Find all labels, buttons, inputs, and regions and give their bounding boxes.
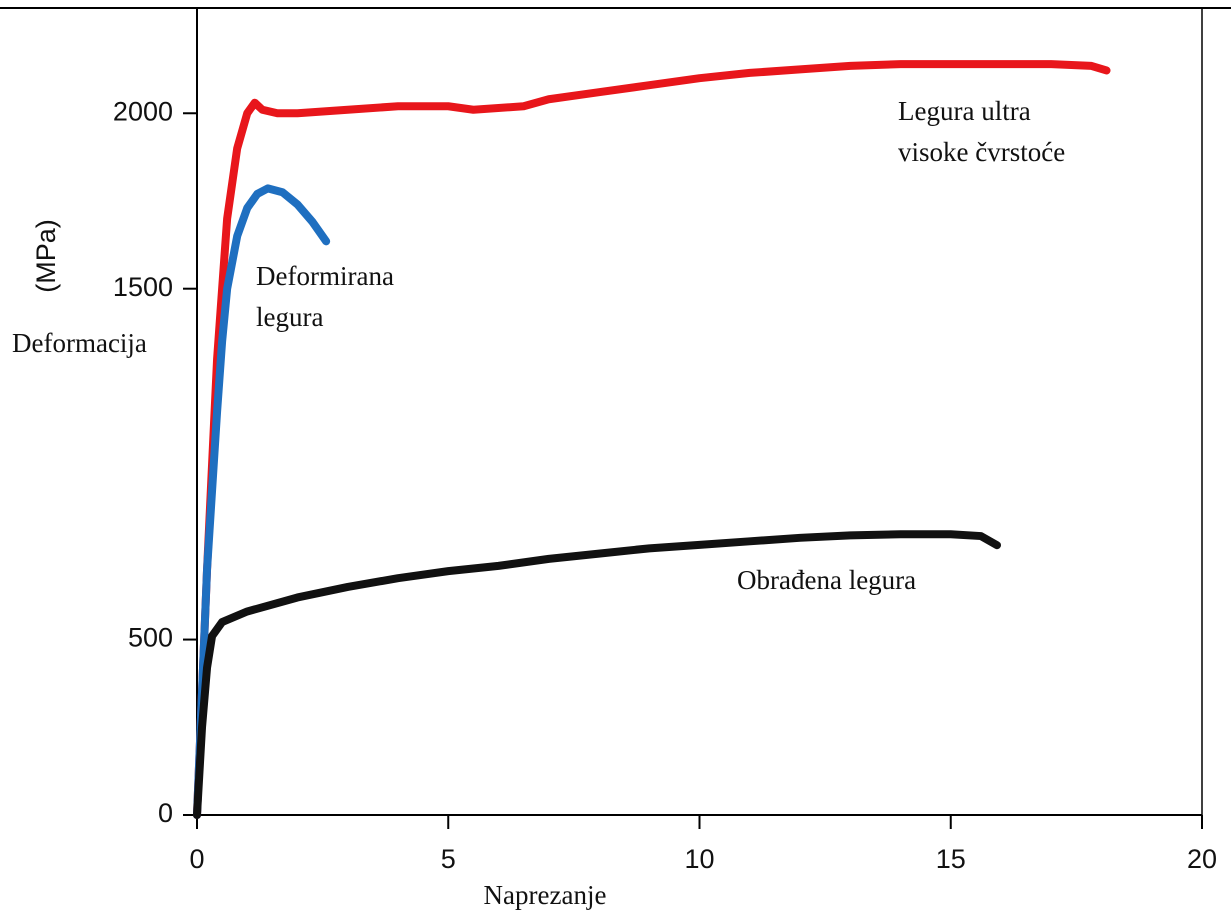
x-tick-label: 20 — [1187, 844, 1217, 874]
y-axis-label: Deformacija — [12, 328, 147, 358]
x-tick-label: 10 — [684, 844, 714, 874]
y-tick-label: 500 — [128, 623, 173, 653]
y-tick-label: 2000 — [113, 96, 173, 126]
y-tick-label: 0 — [158, 798, 173, 828]
data-line — [193, 184, 331, 819]
x-tick-label: 0 — [189, 844, 204, 874]
y-tick-label: 1500 — [113, 272, 173, 302]
annotation: visoke čvrstoće — [898, 137, 1065, 167]
annotation: Obrađena legura — [737, 565, 916, 595]
x-tick-label: 5 — [441, 844, 456, 874]
data-line — [193, 60, 1111, 819]
y-axis-label: (MPa) — [31, 219, 61, 293]
annotation: Legura ultra — [898, 96, 1031, 126]
annotation: legura — [256, 302, 323, 332]
x-tick-label: 15 — [936, 844, 966, 874]
x-axis-label: Naprezanje — [484, 880, 607, 910]
annotation: Deformirana — [256, 261, 394, 291]
data-line — [193, 530, 1001, 819]
